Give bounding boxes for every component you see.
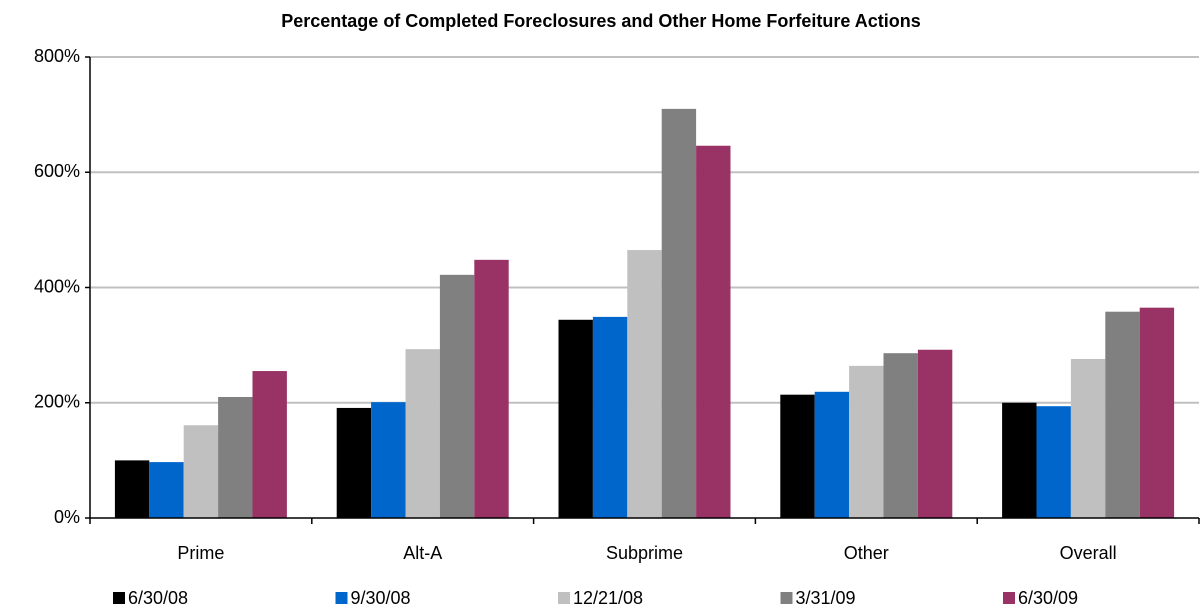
bar: [696, 145, 731, 518]
bar: [849, 365, 884, 518]
y-tick-label: 200%: [34, 392, 80, 412]
legend-label: 12/21/08: [573, 588, 643, 608]
y-tick-label: 0%: [54, 507, 80, 527]
bar: [917, 349, 953, 518]
x-tick-label: Subprime: [606, 543, 683, 563]
bar: [439, 274, 475, 518]
legend-label: 6/30/08: [128, 588, 188, 608]
bar: [780, 394, 815, 518]
y-tick-label: 400%: [34, 276, 80, 296]
legend-swatch: [1003, 592, 1015, 604]
x-tick-label: Alt-A: [403, 543, 442, 563]
bar: [592, 316, 628, 518]
x-tick-label: Overall: [1060, 543, 1117, 563]
y-tick-label: 800%: [34, 46, 80, 66]
legend-swatch: [113, 592, 125, 604]
legend-label: 9/30/08: [351, 588, 411, 608]
bar: [336, 407, 372, 518]
bar: [1139, 307, 1175, 518]
bar: [114, 460, 150, 518]
legend-label: 6/30/09: [1018, 588, 1078, 608]
bar: [814, 391, 850, 518]
bar: [183, 425, 219, 518]
legend-label: 3/31/09: [796, 588, 856, 608]
legend-swatch: [335, 592, 348, 604]
chart-title: Percentage of Completed Foreclosures and…: [281, 11, 920, 31]
bar: [405, 349, 440, 518]
y-tick-label: 600%: [34, 161, 80, 181]
bar: [1070, 358, 1106, 518]
legend-swatch: [780, 592, 793, 604]
x-tick-label: Other: [844, 543, 889, 563]
bar: [252, 371, 287, 518]
bar: [627, 250, 662, 518]
bar: [558, 319, 593, 518]
bar: [474, 259, 509, 518]
x-tick-label: Prime: [177, 543, 224, 563]
bar: [149, 462, 184, 518]
bar: [1105, 311, 1140, 518]
bar: [883, 353, 918, 518]
legend-swatch: [558, 592, 570, 604]
bar: [661, 108, 697, 519]
bar: [218, 396, 253, 518]
bar: [371, 402, 406, 518]
bar: [1036, 406, 1071, 518]
bar: [1002, 402, 1037, 518]
